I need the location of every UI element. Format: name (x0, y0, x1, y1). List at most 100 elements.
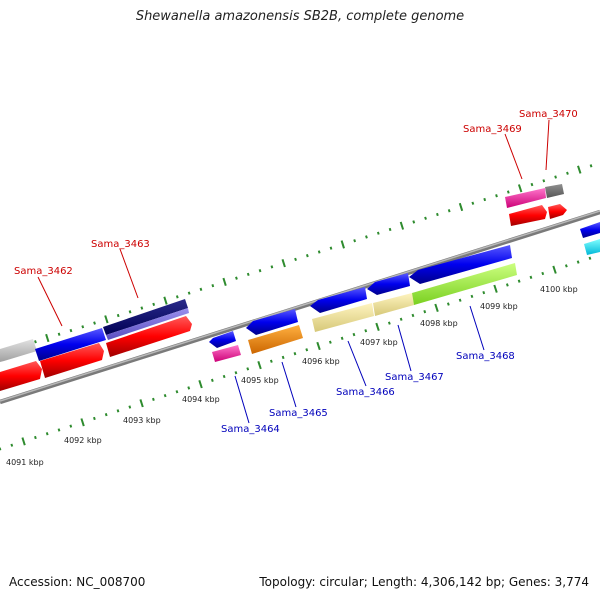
minor-tick (517, 279, 521, 283)
major-tick (458, 202, 464, 212)
minor-tick (436, 212, 439, 217)
gene-label[interactable]: Sama_3462 (14, 266, 73, 277)
major-tick (198, 379, 203, 389)
minor-tick (470, 294, 474, 299)
minor-tick (352, 332, 356, 337)
minor-tick (399, 317, 403, 321)
scale-label: 4093 kbp (123, 416, 161, 425)
edge-feature-cyan (580, 222, 600, 255)
minor-tick (234, 371, 238, 375)
gene-sama-3470[interactable] (545, 184, 567, 219)
genome-backbone (0, 209, 600, 405)
gene-label[interactable]: Sama_3470 (519, 109, 578, 120)
minor-tick (163, 393, 167, 398)
minor-tick (305, 348, 309, 352)
scale-label: 4097 kbp (360, 338, 398, 347)
minor-tick (269, 359, 273, 363)
minor-tick (305, 253, 309, 258)
minor-tick (576, 260, 580, 264)
major-tick (21, 437, 26, 446)
minor-tick (554, 175, 557, 179)
gene-sama-3467[interactable] (367, 273, 414, 316)
scale-label: 4095 kbp (241, 376, 279, 385)
minor-tick (329, 246, 333, 250)
minor-tick (505, 283, 509, 287)
scale-labels: 4091 kbp 4092 kbp 4093 kbp 4094 kbp 4095… (6, 285, 578, 467)
gene-label[interactable]: Sama_3469 (463, 124, 522, 135)
gene-sama-3463[interactable] (103, 299, 192, 357)
minor-tick (116, 409, 120, 413)
gene-label[interactable]: Sama_3465 (269, 408, 328, 419)
major-tick (577, 165, 582, 174)
minor-tick (93, 416, 96, 421)
minor-tick (281, 355, 285, 360)
minor-tick (423, 309, 427, 314)
minor-tick (116, 313, 120, 318)
major-tick (139, 399, 144, 408)
minor-tick (411, 313, 415, 318)
minor-tick (387, 321, 391, 325)
page-title: Shewanella amazonensis SB2B, complete ge… (135, 9, 465, 24)
scale-label: 4099 kbp (480, 302, 518, 311)
scale-label: 4096 kbp (302, 357, 340, 366)
minor-tick (353, 239, 357, 243)
major-tick (222, 277, 227, 287)
minor-tick (57, 332, 61, 336)
minor-tick (317, 250, 321, 254)
gene-sama-3466[interactable] (310, 287, 374, 332)
minor-tick (45, 432, 49, 436)
minor-tick (210, 378, 214, 383)
minor-tick (564, 264, 568, 268)
minor-tick (128, 310, 132, 314)
gene-label[interactable]: Sama_3468 (456, 351, 515, 362)
minor-tick (81, 325, 85, 329)
minor-tick (93, 321, 96, 325)
minor-tick (364, 329, 368, 333)
major-tick (493, 284, 498, 293)
gene-sama-3464[interactable] (209, 331, 241, 362)
minor-tick (340, 336, 344, 341)
minor-tick (211, 284, 215, 288)
minor-tick (69, 328, 73, 333)
minor-tick (458, 298, 462, 302)
minor-tick (34, 435, 37, 440)
minor-tick (246, 367, 250, 371)
minor-tick (376, 231, 380, 235)
reverse-gene-labels: Sama_3464 Sama_3465 Sama_3466 Sama_3467 … (221, 351, 515, 435)
minor-tick (152, 397, 155, 401)
minor-tick (246, 272, 250, 277)
minor-tick (388, 227, 392, 232)
minor-tick (483, 197, 487, 202)
minor-tick (542, 179, 546, 183)
gene-sama-3468[interactable] (409, 245, 517, 305)
minor-tick (222, 374, 226, 379)
minor-tick (588, 256, 592, 260)
minor-tick (495, 194, 498, 198)
scale-label: 4092 kbp (64, 436, 102, 445)
minor-tick (258, 268, 262, 273)
minor-tick (482, 290, 486, 295)
gene-sama-3469[interactable] (505, 188, 547, 226)
minor-tick (104, 413, 108, 417)
minor-tick (128, 405, 132, 409)
minor-tick (34, 340, 37, 344)
gene-label[interactable]: Sama_3467 (385, 372, 444, 383)
scale-label: 4100 kbp (540, 285, 578, 294)
gene-leader-lines (37, 119, 550, 424)
scale-label: 4098 kbp (420, 319, 458, 328)
gene-label[interactable]: Sama_3466 (336, 387, 395, 398)
minor-tick (447, 209, 451, 213)
gene-sama-3462[interactable] (0, 328, 106, 391)
major-tick (552, 265, 557, 274)
gene-label[interactable]: Sama_3464 (221, 424, 280, 435)
major-tick (281, 259, 286, 268)
minor-tick (471, 201, 475, 205)
minor-tick (235, 276, 238, 280)
major-tick (399, 221, 405, 230)
reverse-features (209, 245, 517, 362)
gene-label[interactable]: Sama_3463 (91, 239, 150, 250)
minor-tick (10, 443, 14, 447)
gene-sama-3465[interactable] (246, 309, 303, 354)
minor-tick (424, 216, 427, 220)
major-tick (517, 184, 523, 193)
